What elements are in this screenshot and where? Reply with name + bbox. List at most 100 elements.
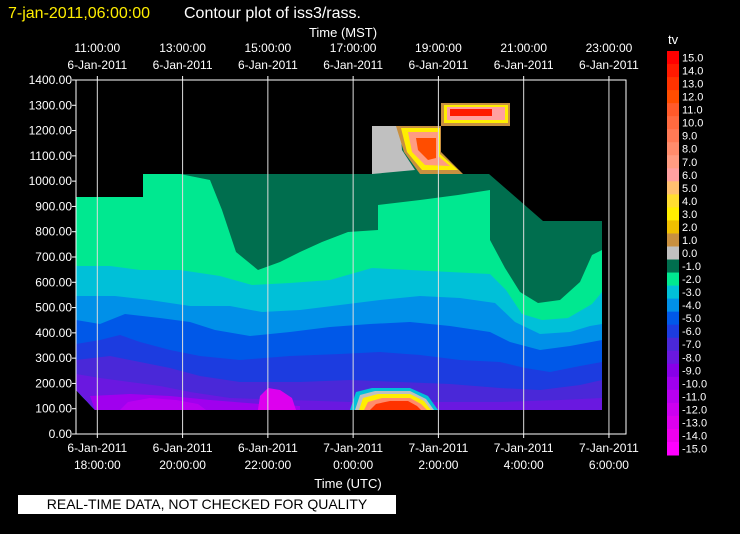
legend-swatch [667, 64, 679, 78]
top-tick-time: 13:00:00 [159, 41, 206, 55]
legend-label-item: -8.0 [682, 352, 701, 364]
legend-label-item: -14.0 [682, 430, 707, 442]
legend-label-item: 5.0 [682, 183, 697, 195]
bottom-tick-date: 6-Jan-2011 [238, 441, 298, 455]
legend-swatch [667, 233, 679, 247]
legend-label-item: 2.0 [682, 222, 697, 234]
legend-label-item: 3.0 [682, 209, 697, 221]
bottom-tick-time: 20:00:00 [159, 458, 206, 472]
bottom-tick-date: 6-Jan-2011 [153, 441, 213, 455]
top-tick-time: 15:00:00 [245, 41, 292, 55]
y-tick-label: 1300.00 [29, 98, 73, 112]
legend-swatch [667, 51, 679, 65]
legend-label-item: 0.0 [682, 248, 697, 260]
bottom-tick-date: 7-Jan-2011 [579, 441, 639, 455]
legend-swatch [667, 441, 679, 456]
y-tick-label: 0.00 [49, 427, 73, 441]
grid-lines [96, 80, 610, 434]
legend-label-item: -7.0 [682, 339, 701, 351]
bottom-tick-date: 7-Jan-2011 [408, 441, 468, 455]
legend-label-item: 6.0 [682, 170, 697, 182]
anomaly-top-4 [450, 109, 492, 116]
top-tick-date: 6-Jan-2011 [323, 58, 383, 72]
legend-label-item: 4.0 [682, 196, 697, 208]
chart-title: Contour plot of iss3/rass. [184, 5, 361, 22]
legend-swatch [667, 389, 679, 404]
legend-swatch [667, 181, 679, 195]
legend-label-item: -15.0 [682, 443, 707, 455]
top-tick-time: 17:00:00 [330, 41, 377, 55]
title-date: 7-jan-2011,06:00:00 [8, 5, 150, 22]
legend-swatch [667, 194, 679, 208]
legend-label-item: 13.0 [682, 79, 703, 91]
legend-label-item: -9.0 [682, 365, 701, 377]
bottom-tick-date: 6-Jan-2011 [67, 441, 127, 455]
legend-swatch [667, 129, 679, 143]
legend-label-item: -11.0 [682, 391, 706, 403]
top-axis-label: Time (MST) [309, 25, 377, 40]
y-tick-label: 700.00 [35, 250, 72, 264]
legend-label-item: 14.0 [682, 66, 703, 78]
color-legend: 15.014.013.012.011.010.09.08.07.06.05.04… [667, 51, 707, 456]
y-tick-label: 500.00 [35, 301, 72, 315]
legend-label-item: 12.0 [682, 92, 703, 104]
top-tick-time: 21:00:00 [500, 41, 547, 55]
axes: 0.00 100.00 200.00 300.00 400.00 500.00 600.00… [29, 41, 640, 472]
anomaly-surface-5 [370, 401, 421, 410]
bottom-tick-date: 7-Jan-2011 [323, 441, 383, 455]
legend-label-item: -3.0 [682, 287, 701, 299]
legend-swatch [667, 415, 679, 430]
legend-label-item: 1.0 [682, 235, 697, 247]
legend-swatch [667, 259, 679, 274]
y-tick-label: 400.00 [35, 326, 72, 340]
contour-field [76, 103, 602, 410]
y-tick-label: 800.00 [35, 225, 72, 239]
legend-swatch [667, 285, 679, 300]
bottom-tick-time: 4:00:00 [504, 458, 544, 472]
legend-label-item: -1.0 [682, 261, 701, 273]
top-tick-time: 23:00:00 [586, 41, 633, 55]
legend-label-item: 9.0 [682, 131, 697, 143]
y-tick-label: 1200.00 [29, 124, 73, 138]
bottom-tick-time: 22:00:00 [245, 458, 292, 472]
legend-label-item: 10.0 [682, 118, 703, 130]
legend-label: tv [668, 32, 679, 47]
y-tick-label: 1000.00 [29, 174, 73, 188]
legend-swatch [667, 324, 679, 339]
y-tick-label: 1400.00 [29, 73, 73, 87]
anomaly-aloft-gray [372, 126, 415, 174]
legend-swatch [667, 298, 679, 313]
legend-swatch [667, 207, 679, 221]
legend-label-item: -2.0 [682, 274, 701, 286]
y-tick-label: 600.00 [35, 275, 72, 289]
y-tick-label: 300.00 [35, 351, 72, 365]
legend-label-item: -4.0 [682, 300, 701, 312]
legend-swatch [667, 376, 679, 391]
legend-label-item: -6.0 [682, 326, 701, 338]
anomaly-aloft-4 [416, 138, 436, 160]
legend-swatch [667, 402, 679, 417]
legend-swatch [667, 350, 679, 365]
legend-label-item: -5.0 [682, 313, 701, 325]
legend-swatch [667, 168, 679, 182]
bottom-axis-label: Time (UTC) [314, 476, 381, 491]
top-tick-date: 6-Jan-2011 [408, 58, 468, 72]
top-tick-time: 19:00:00 [415, 41, 462, 55]
bottom-tick-date: 7-Jan-2011 [494, 441, 554, 455]
band-minus-11 [120, 398, 206, 410]
y-tick-label: 100.00 [35, 402, 72, 416]
legend-swatch [667, 311, 679, 326]
legend-swatch [667, 246, 679, 261]
legend-label-item: -10.0 [682, 378, 707, 390]
legend-swatch [667, 116, 679, 130]
legend-label-item: 7.0 [682, 157, 697, 169]
top-tick-date: 6-Jan-2011 [579, 58, 639, 72]
top-tick-date: 6-Jan-2011 [153, 58, 213, 72]
legend-label-item: 15.0 [682, 53, 703, 65]
legend-swatch [667, 103, 679, 117]
legend-swatch [667, 220, 679, 234]
legend-swatch [667, 428, 679, 443]
legend-swatch [667, 337, 679, 352]
